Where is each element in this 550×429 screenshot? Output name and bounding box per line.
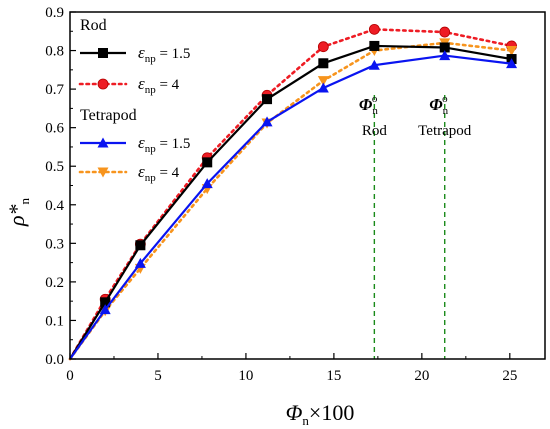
y-tick-label: 0.0 [45,352,64,368]
y-tick-label: 0.2 [45,275,64,291]
legend-group-title: Tetrapod [80,107,137,124]
series-0 [69,40,517,360]
y-axis-label: ρ*n [4,197,32,227]
data-point [439,50,451,61]
data-point [368,59,380,70]
data-point [99,304,111,315]
annotation-label: Tetrapod [418,123,472,139]
y-tick-label: 0.1 [45,313,64,329]
y-tick-label: 0.3 [45,236,64,252]
legend-label: εnp = 4 [138,162,180,184]
y-tick-label: 0.6 [45,121,64,137]
x-axis-label: Φn×100 [286,400,355,428]
legend-marker [97,167,109,178]
data-point [134,257,146,268]
legend-label: εnp = 4 [138,74,180,96]
data-point [262,94,273,105]
legend-group-title: Rod [80,17,107,34]
x-tick-label: 25 [502,368,517,384]
y-axis: 0.0 0.1 0.2 0.3 0.4 0.5 0.6 0.7 0.8 0.9 [45,5,76,368]
legend-label: εnp = 1.5 [138,43,190,65]
x-tick-label: 0 [66,368,74,384]
x-tick-label: 20 [414,368,429,384]
x-tick-label: 10 [238,368,253,384]
data-point [317,82,329,93]
data-point [369,40,380,51]
data-point [201,178,213,189]
data-point [318,58,329,69]
data-point [368,23,380,35]
legend-label: εnp = 1.5 [138,133,190,155]
series-layer [68,23,518,361]
y-tick-label: 0.5 [45,159,64,175]
y-tick-label: 0.7 [45,82,64,98]
data-point [135,240,146,251]
data-point [506,46,518,57]
legend-marker [97,137,109,148]
annotation-lines [373,95,446,359]
annotation-symbol: Φno [429,93,448,117]
data-point [317,76,329,87]
data-point [202,157,213,168]
y-tick-label: 0.8 [45,44,64,60]
x-axis: 0 5 10 15 20 25 [66,353,517,384]
y-tick-label: 0.9 [45,5,64,21]
annotation-labels: Φno Rod Φno Tetrapod [359,93,472,139]
plot-frame [69,11,546,360]
data-point [439,26,451,38]
series-2 [69,50,518,360]
x-tick-label: 5 [154,368,162,384]
legend-marker [97,78,109,90]
legend-marker [98,48,108,58]
x-tick-label: 15 [326,368,341,384]
annotation-symbol: Φno [359,93,378,117]
y-tick-label: 0.4 [45,198,64,214]
data-point [261,116,273,127]
annotation-label: Rod [362,123,388,139]
data-point [317,41,329,53]
series-1 [68,23,517,361]
data-point [506,58,518,69]
